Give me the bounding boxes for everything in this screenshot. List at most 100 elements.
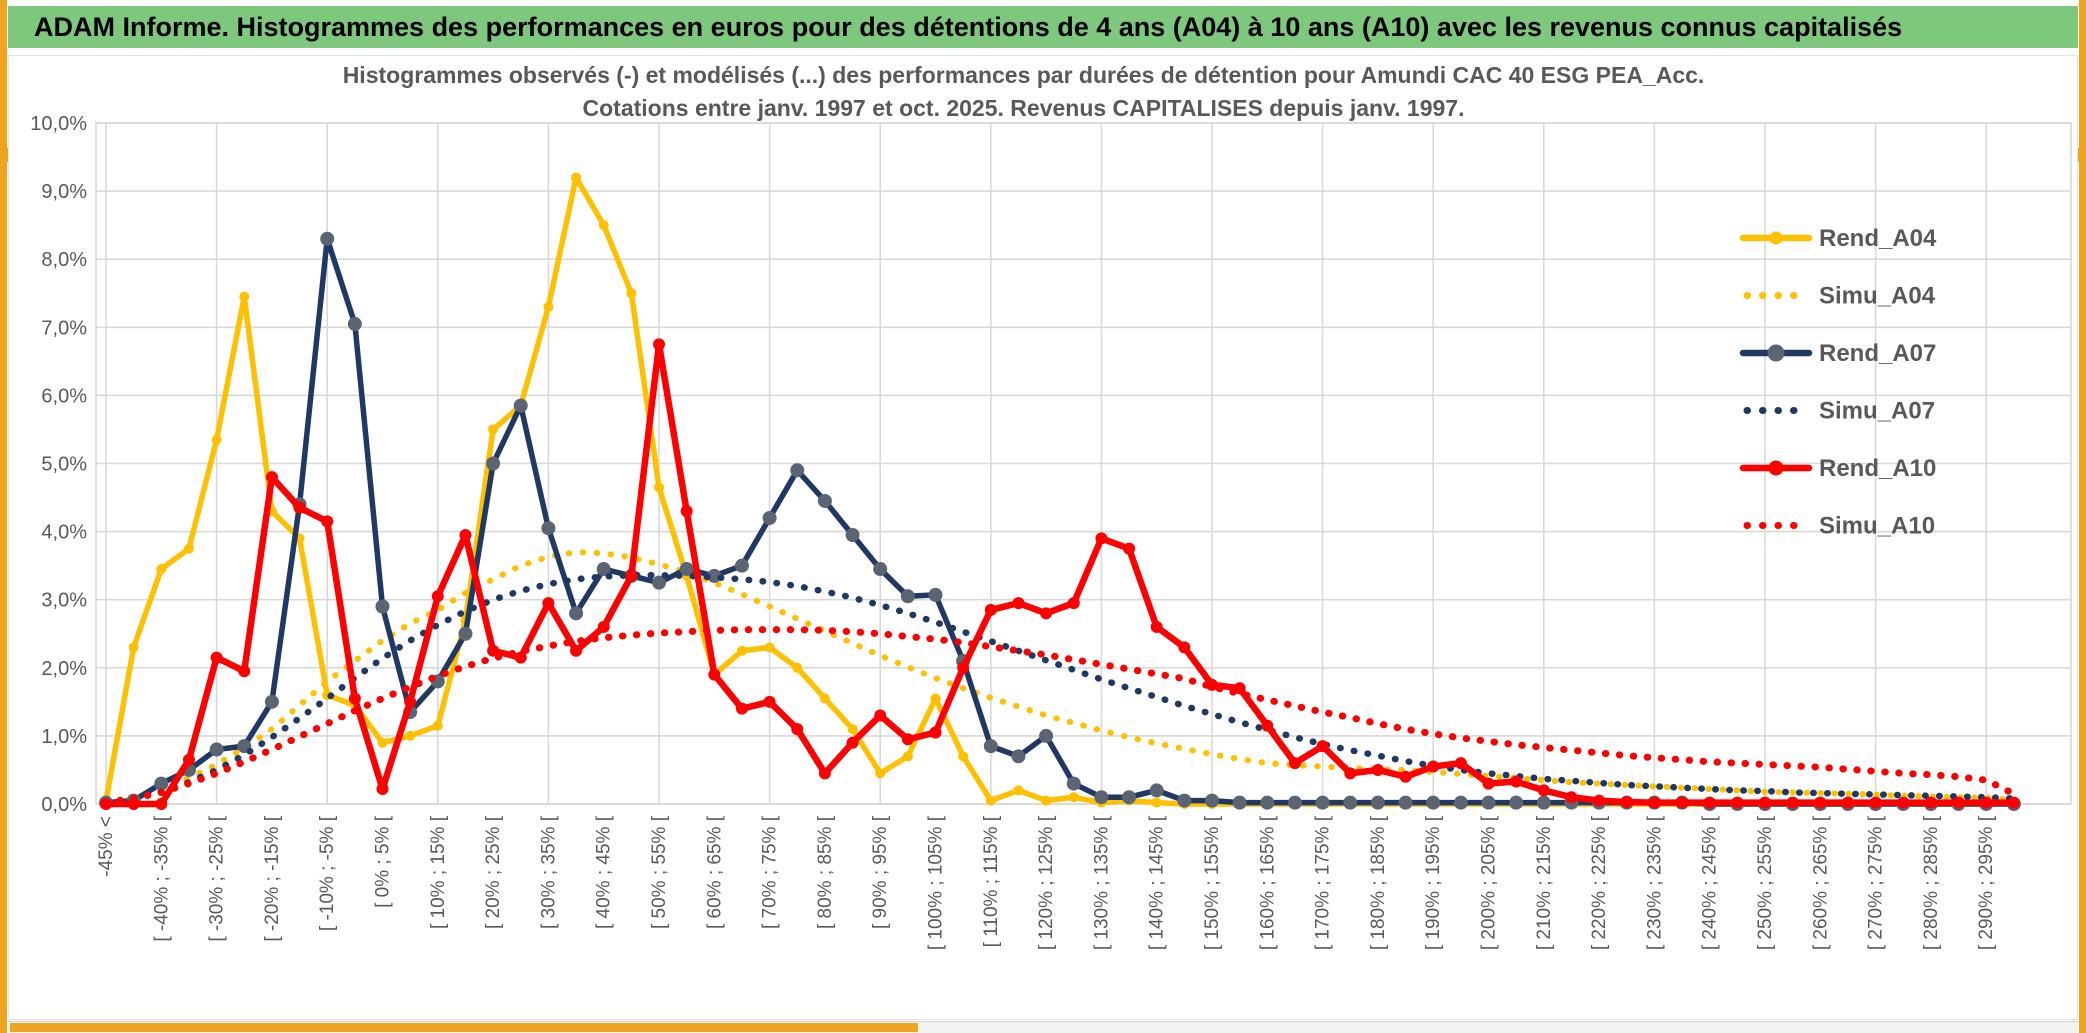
marker-Rend_A07-10 (375, 599, 390, 614)
marker-Rend_A07-34 (1039, 728, 1054, 743)
marker-Rend_A10-54 (1593, 794, 1606, 807)
x-tick-label-5: [ 0% ; 5% [ (373, 815, 394, 908)
x-tick-label-26: [ 210% ; 215% [ (1534, 815, 1555, 950)
marker-Rend_A10-1 (127, 798, 140, 810)
marker-Rend_A04-28 (875, 768, 886, 779)
marker-Rend_A10-39 (1178, 641, 1191, 654)
x-tick-label-8: [ 30% ; 35% [ (538, 815, 559, 929)
marker-Rend_A07-22 (707, 568, 722, 583)
horizontal-scrollbar-track[interactable] (8, 1021, 2078, 1033)
x-tick-label-19: [ 140% ; 145% [ (1147, 815, 1168, 950)
marker-Rend_A10-26 (818, 767, 831, 780)
legend-marker-Rend_A10 (1768, 460, 1784, 476)
x-tick-label-29: [ 240% ; 245% [ (1700, 815, 1721, 950)
marker-Rend_A07-14 (486, 456, 501, 471)
marker-Rend_A10-37 (1123, 542, 1136, 555)
x-tick-label-23: [ 180% ; 185% [ (1368, 815, 1389, 950)
marker-Rend_A07-51 (1509, 795, 1524, 810)
marker-Rend_A10-49 (1454, 757, 1467, 770)
legend-label-Simu_A10: Simu_A10 (1819, 513, 1935, 540)
marker-Rend_A10-31 (957, 661, 970, 674)
marker-Rend_A07-35 (1066, 776, 1081, 791)
marker-Rend_A07-26 (817, 493, 832, 508)
marker-Rend_A10-16 (542, 597, 555, 610)
marker-Rend_A10-52 (1537, 784, 1550, 797)
marker-Rend_A04-1 (128, 642, 139, 653)
marker-Rend_A04-31 (958, 751, 969, 762)
marker-Rend_A04-4 (211, 434, 222, 445)
x-tick-label-7: [ 20% ; 25% [ (483, 815, 504, 929)
y-tick-label-10: 10,0% (30, 113, 87, 135)
marker-Rend_A04-23 (736, 645, 747, 656)
marker-Rend_A10-6 (265, 471, 278, 484)
marker-Rend_A10-36 (1095, 532, 1108, 545)
marker-Rend_A10-51 (1510, 775, 1523, 788)
marker-Rend_A07-29 (900, 589, 915, 604)
marker-Rend_A07-18 (596, 562, 611, 577)
marker-Rend_A07-33 (1011, 749, 1026, 764)
window-frame-left (0, 0, 7, 1033)
legend-item-Rend_A07[interactable]: Rend_A07 (1739, 340, 1936, 367)
series-line-Rend_A07 (103, 236, 2017, 807)
marker-Rend_A10-28 (874, 709, 887, 722)
marker-Rend_A10-4 (210, 651, 223, 664)
marker-Rend_A10-21 (680, 505, 693, 518)
marker-Rend_A10-9 (348, 692, 361, 705)
x-tick-label-32: [ 270% ; 275% [ (1866, 815, 1887, 950)
marker-Rend_A04-11 (405, 730, 416, 741)
marker-Rend_A07-32 (983, 739, 998, 754)
marker-Rend_A10-66 (1924, 796, 1937, 809)
marker-Rend_A07-23 (734, 558, 749, 573)
marker-Rend_A10-14 (487, 644, 500, 657)
marker-Rend_A04-12 (432, 720, 443, 731)
window-frame-right (2079, 0, 2086, 1033)
marker-Rend_A10-13 (459, 529, 472, 542)
x-tick-label-9: [ 40% ; 45% [ (594, 815, 615, 929)
marker-Rend_A07-8 (320, 231, 335, 246)
marker-Rend_A04-30 (930, 693, 941, 704)
marker-Rend_A07-43 (1287, 795, 1302, 810)
marker-Rend_A07-39 (1177, 793, 1192, 808)
marker-Rend_A04-32 (985, 795, 996, 806)
plot-border (95, 122, 2072, 805)
x-tick-label-20: [ 150% ; 155% [ (1202, 815, 1223, 950)
marker-Rend_A04-35 (1068, 792, 1079, 803)
legend-item-Simu_A04[interactable]: Simu_A04 (1743, 283, 1936, 310)
marker-Rend_A10-65 (1897, 796, 1910, 809)
series-line-Simu_A07 (102, 571, 2018, 806)
marker-Rend_A04-19 (626, 288, 637, 299)
x-tick-label-18: [ 130% ; 135% [ (1091, 815, 1112, 950)
legend-marker-Rend_A04 (1769, 231, 1783, 245)
marker-Rend_A07-16 (541, 521, 556, 536)
performance-histogram-chart: 0,0% 1,0% 2,0% 3,0% 4,0% 5,0% 6,0% 7,0% 8,0% 9,0%… (30, 62, 2072, 950)
y-tick-label-6: 6,0% (41, 385, 87, 407)
x-tick-label-3: [ -20% ; -15% [ (262, 815, 283, 941)
legend-item-Simu_A10[interactable]: Simu_A10 (1743, 513, 1935, 540)
marker-Rend_A07-13 (458, 626, 473, 641)
marker-Rend_A07-46 (1370, 795, 1385, 810)
marker-Rend_A10-38 (1150, 620, 1163, 633)
marker-Rend_A07-45 (1343, 795, 1358, 810)
marker-Rend_A10-44 (1316, 740, 1329, 753)
marker-Rend_A10-47 (1399, 770, 1412, 783)
marker-Rend_A04-17 (571, 172, 582, 183)
marker-Rend_A10-32 (984, 603, 997, 616)
marker-Rend_A07-6 (264, 694, 279, 709)
y-tick-label-4: 4,0% (41, 522, 87, 544)
marker-Rend_A10-33 (1012, 597, 1025, 610)
legend-item-Simu_A07[interactable]: Simu_A07 (1743, 398, 1935, 425)
marker-Rend_A10-25 (791, 723, 804, 736)
marker-Rend_A10-19 (625, 569, 638, 582)
y-tick-label-0: 0,0% (41, 794, 87, 816)
legend-item-Rend_A10[interactable]: Rend_A10 (1739, 455, 1936, 482)
marker-Rend_A04-5 (239, 291, 250, 302)
page-title: ADAM Informe. Histogrammes des performan… (34, 11, 1903, 42)
marker-Rend_A10-8 (321, 515, 334, 528)
marker-Rend_A10-20 (653, 338, 665, 351)
marker-Rend_A10-68 (1980, 796, 1993, 809)
legend-item-Rend_A04[interactable]: Rend_A04 (1739, 225, 1937, 252)
legend-label-Simu_A04: Simu_A04 (1819, 283, 1936, 310)
horizontal-scrollbar-thumb[interactable] (10, 1023, 918, 1032)
marker-Rend_A07-20 (652, 575, 666, 590)
marker-Rend_A10-3 (182, 753, 195, 766)
